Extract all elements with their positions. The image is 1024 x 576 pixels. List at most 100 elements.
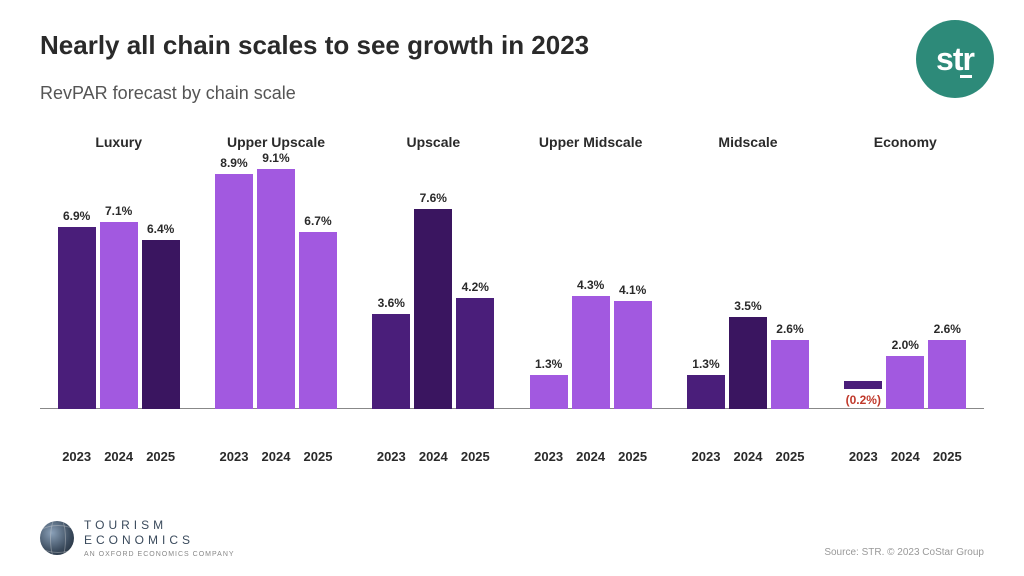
te-text-block: TOURISM ECONOMICS AN OXFORD ECONOMICS CO… <box>84 518 235 558</box>
bar-value-label: 2.6% <box>934 322 961 336</box>
bar-wrap: 3.5% <box>729 299 767 409</box>
xaxis: 2023 2024 2025 <box>58 449 180 464</box>
bar-value-label: 8.9% <box>220 156 247 170</box>
bar <box>414 209 452 409</box>
bar-value-label: 3.5% <box>734 299 761 313</box>
bar-wrap: 4.3% <box>572 278 610 409</box>
xaxis: 2023 2024 2025 <box>530 449 652 464</box>
bar <box>928 340 966 409</box>
bar <box>215 174 253 409</box>
chart-group-title: Upscale <box>406 134 460 156</box>
bar-value-label: 6.7% <box>304 214 331 228</box>
bar-value-label: 9.1% <box>262 151 289 165</box>
bar-value-label: 4.1% <box>619 283 646 297</box>
te-sub: AN OXFORD ECONOMICS COMPANY <box>84 551 235 558</box>
chart-group: Midscale 1.3% 3.5% 2.6% 202320242025 <box>669 134 826 464</box>
bars-zone: 1.3% 3.5% 2.6% <box>669 156 826 437</box>
xaxis-label: 2024 <box>100 449 138 464</box>
te-line2: ECONOMICS <box>84 533 235 548</box>
bar <box>729 317 767 409</box>
bar-value-label: 4.3% <box>577 278 604 292</box>
xaxis-label: 2025 <box>614 449 652 464</box>
bar <box>687 375 725 409</box>
xaxis-label: 2024 <box>257 449 295 464</box>
chart-group-title: Upper Upscale <box>227 134 325 151</box>
bar <box>100 222 138 409</box>
bar-wrap: 8.9% <box>215 156 253 409</box>
chart-group: Upper Upscale 8.9% 9.1% 6.7% 2023 2024 2025 <box>197 134 354 464</box>
bar <box>844 381 882 389</box>
bars-zone: 8.9% 9.1% 6.7% <box>197 151 354 437</box>
bar-wrap: 7.6% <box>414 191 452 409</box>
chart-group: Upscale3.6%7.6%4.2%202320242025 <box>355 134 512 464</box>
bar-value-label: 1.3% <box>692 357 719 371</box>
chart-group-title: Luxury <box>95 134 142 156</box>
bar-value-label: 7.6% <box>420 191 447 205</box>
bar-value-label: 2.0% <box>892 338 919 352</box>
bar-wrap: 4.2% <box>456 280 494 409</box>
page-title: Nearly all chain scales to see growth in… <box>40 30 984 61</box>
bars-zone: 6.9% 7.1% 6.4% <box>40 156 197 437</box>
bar-value-label: 7.1% <box>105 204 132 218</box>
te-line1: TOURISM <box>84 518 235 533</box>
bar-wrap: 6.7% <box>299 214 337 409</box>
chart-group: Luxury 6.9% 7.1% 6.4% 2023 2024 2025 <box>40 134 197 464</box>
bar-wrap: 6.4% <box>142 222 180 409</box>
bar <box>299 232 337 409</box>
xaxis: 2023 2024 2025 <box>215 449 337 464</box>
chart-group: Upper Midscale 1.3% 4.3% 4.1% 2023 2024 2025 <box>512 134 669 464</box>
xaxis-label: 2024 <box>886 449 924 464</box>
bar <box>572 296 610 409</box>
bar-wrap: 4.1% <box>614 283 652 409</box>
bar-wrap: 1.3% <box>687 357 725 409</box>
chart-group-title: Upper Midscale <box>539 134 642 156</box>
footer: TOURISM ECONOMICS AN OXFORD ECONOMICS CO… <box>40 518 984 558</box>
bar-wrap: 2.0% <box>886 338 924 409</box>
source-text: Source: STR. © 2023 CoStar Group <box>824 547 984 558</box>
xaxis-label: 2025 <box>142 449 180 464</box>
bar-value-label: 6.4% <box>147 222 174 236</box>
tourism-economics-logo: TOURISM ECONOMICS AN OXFORD ECONOMICS CO… <box>40 518 235 558</box>
bar-wrap: 1.3% <box>530 357 568 409</box>
xaxis-label: 2024 <box>572 449 610 464</box>
bar-value-label: 1.3% <box>535 357 562 371</box>
xaxis: 2023 2024 2025 <box>844 449 966 464</box>
xaxis-label: 2023 <box>215 449 253 464</box>
bar-wrap: 6.9% <box>58 209 96 409</box>
xaxis-label: 2024 <box>414 449 452 464</box>
xaxis-label: 2023 <box>844 449 882 464</box>
bar-wrap: 7.1% <box>100 204 138 409</box>
bar <box>771 340 809 409</box>
xaxis-label: 2024 <box>729 449 767 464</box>
bar <box>257 169 295 409</box>
bars-zone: (0.2%) 2.0% 2.6% <box>827 156 984 437</box>
page-subtitle: RevPAR forecast by chain scale <box>40 83 984 104</box>
bar-value-label: 6.9% <box>63 209 90 223</box>
bar-wrap: 9.1% <box>257 151 295 409</box>
xaxis-label: 2023 <box>58 449 96 464</box>
str-logo-text: str <box>936 41 974 78</box>
bar-value-label: 3.6% <box>378 296 405 310</box>
xaxis-label: 2023 <box>530 449 568 464</box>
bar-wrap: 3.6% <box>372 296 410 409</box>
chart-group-title: Midscale <box>718 134 777 156</box>
bar <box>372 314 410 409</box>
bar <box>886 356 924 409</box>
xaxis: 202320242025 <box>372 449 494 464</box>
bar <box>530 375 568 409</box>
xaxis-label: 2025 <box>928 449 966 464</box>
globe-icon <box>40 521 74 555</box>
xaxis-label: 2023 <box>372 449 410 464</box>
chart-group: Economy(0.2%)2.0%2.6%202320242025 <box>827 134 984 464</box>
revpar-chart: Luxury6.9%7.1%6.4%202320242025Upper Upsc… <box>40 134 984 464</box>
bar-wrap: 2.6% <box>771 322 809 409</box>
bar-value-label: (0.2%) <box>846 393 881 407</box>
str-logo: str <box>916 20 994 98</box>
bar-value-label: 2.6% <box>776 322 803 336</box>
xaxis-label: 2025 <box>299 449 337 464</box>
bar-wrap: 2.6% <box>928 322 966 409</box>
xaxis: 202320242025 <box>687 449 809 464</box>
bar <box>456 298 494 409</box>
bar <box>614 301 652 409</box>
bar <box>58 227 96 409</box>
